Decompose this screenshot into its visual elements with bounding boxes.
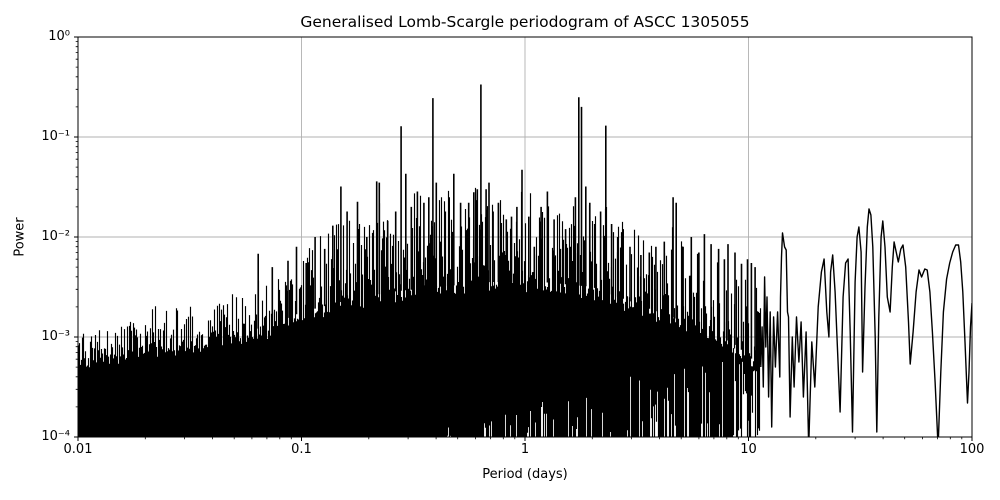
x-tick-label: 0.01 [63, 442, 93, 457]
y-tick-label: 10⁻⁴ [41, 429, 70, 444]
y-tick-label: 10⁻³ [41, 329, 70, 344]
x-tick-label: 0.1 [291, 442, 312, 457]
major-peaks [257, 84, 756, 362]
x-axis-label: Period (days) [482, 467, 568, 482]
y-tick-label: 10⁰ [48, 29, 70, 44]
y-tick-label: 10⁻¹ [41, 129, 70, 144]
chart-title: Generalised Lomb-Scargle periodogram of … [300, 13, 750, 31]
y-tick-label: 10⁻² [41, 229, 70, 244]
noise-spikes [78, 187, 762, 437]
x-tick-label: 10 [740, 442, 757, 457]
x-tick-label: 100 [959, 442, 985, 457]
x-tick-label: 1 [520, 442, 530, 457]
smooth-curve [760, 208, 972, 437]
major-ticks [74, 36, 973, 441]
minor-ticks [75, 41, 963, 440]
